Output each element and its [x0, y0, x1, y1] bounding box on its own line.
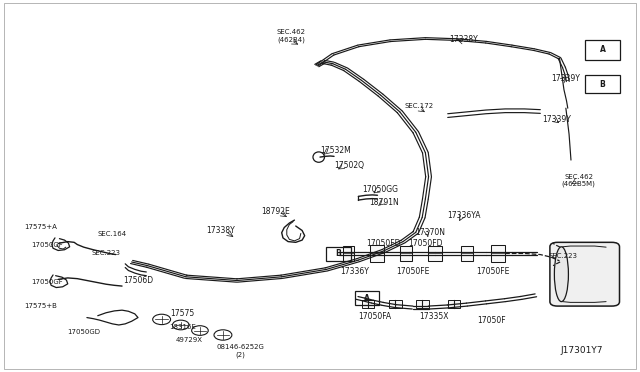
- Bar: [448, 300, 461, 308]
- Bar: [389, 300, 402, 308]
- Bar: [490, 245, 504, 262]
- Text: 17050FD: 17050FD: [408, 239, 443, 248]
- Text: 18316E: 18316E: [169, 324, 196, 330]
- Text: 17502Q: 17502Q: [333, 161, 364, 170]
- Text: B: B: [600, 80, 605, 89]
- Text: SEC.223: SEC.223: [92, 250, 120, 256]
- Text: 49729X: 49729X: [175, 337, 203, 343]
- Text: A: A: [364, 294, 370, 303]
- Text: 17575: 17575: [171, 310, 195, 318]
- Text: 17338Y: 17338Y: [207, 226, 236, 235]
- Text: 17050FE: 17050FE: [476, 267, 509, 276]
- Text: 17050FD: 17050FD: [367, 239, 401, 248]
- Text: 17506D: 17506D: [123, 276, 153, 285]
- Text: 17050FA: 17050FA: [358, 312, 391, 321]
- Text: SEC.164: SEC.164: [98, 231, 127, 237]
- Text: 17370N: 17370N: [415, 228, 445, 237]
- Text: 17532M: 17532M: [321, 146, 351, 155]
- Text: 17050F: 17050F: [477, 316, 506, 325]
- Text: 17050FE: 17050FE: [396, 267, 429, 276]
- Text: 18792E: 18792E: [261, 208, 290, 217]
- Text: 18791N: 18791N: [369, 198, 399, 207]
- Bar: [343, 246, 355, 261]
- Bar: [326, 247, 351, 261]
- Text: 17339Y: 17339Y: [542, 115, 571, 124]
- Bar: [585, 75, 620, 93]
- Text: SEC.462
(462B4): SEC.462 (462B4): [276, 29, 306, 43]
- Text: 17339Y: 17339Y: [552, 74, 580, 83]
- Bar: [362, 300, 374, 308]
- Text: SEC.462
(462B5M): SEC.462 (462B5M): [562, 174, 596, 187]
- Text: 17575+A: 17575+A: [24, 224, 57, 230]
- Ellipse shape: [554, 247, 568, 302]
- Text: 17336YA: 17336YA: [447, 211, 481, 220]
- Bar: [585, 39, 620, 60]
- Text: 17050GF: 17050GF: [31, 242, 63, 248]
- Bar: [416, 300, 429, 308]
- Text: 17338Y: 17338Y: [449, 35, 478, 44]
- Text: J17301Y7: J17301Y7: [561, 346, 603, 355]
- Text: 08146-6252G
(2): 08146-6252G (2): [216, 344, 264, 357]
- Text: 17335X: 17335X: [419, 312, 449, 321]
- Text: 17575+B: 17575+B: [24, 304, 57, 310]
- Text: B: B: [335, 249, 341, 258]
- Text: SEC.172: SEC.172: [404, 103, 433, 109]
- Bar: [401, 246, 412, 261]
- Bar: [355, 291, 380, 305]
- Text: 17050GF: 17050GF: [31, 279, 63, 285]
- Text: 17050GG: 17050GG: [363, 185, 399, 194]
- Text: 17336Y: 17336Y: [340, 267, 369, 276]
- Bar: [371, 245, 385, 262]
- Text: A: A: [600, 45, 605, 54]
- FancyBboxPatch shape: [550, 242, 620, 306]
- Bar: [428, 246, 442, 261]
- Text: 17050GD: 17050GD: [67, 329, 100, 336]
- Text: SEC.223: SEC.223: [548, 253, 577, 259]
- Bar: [461, 246, 472, 261]
